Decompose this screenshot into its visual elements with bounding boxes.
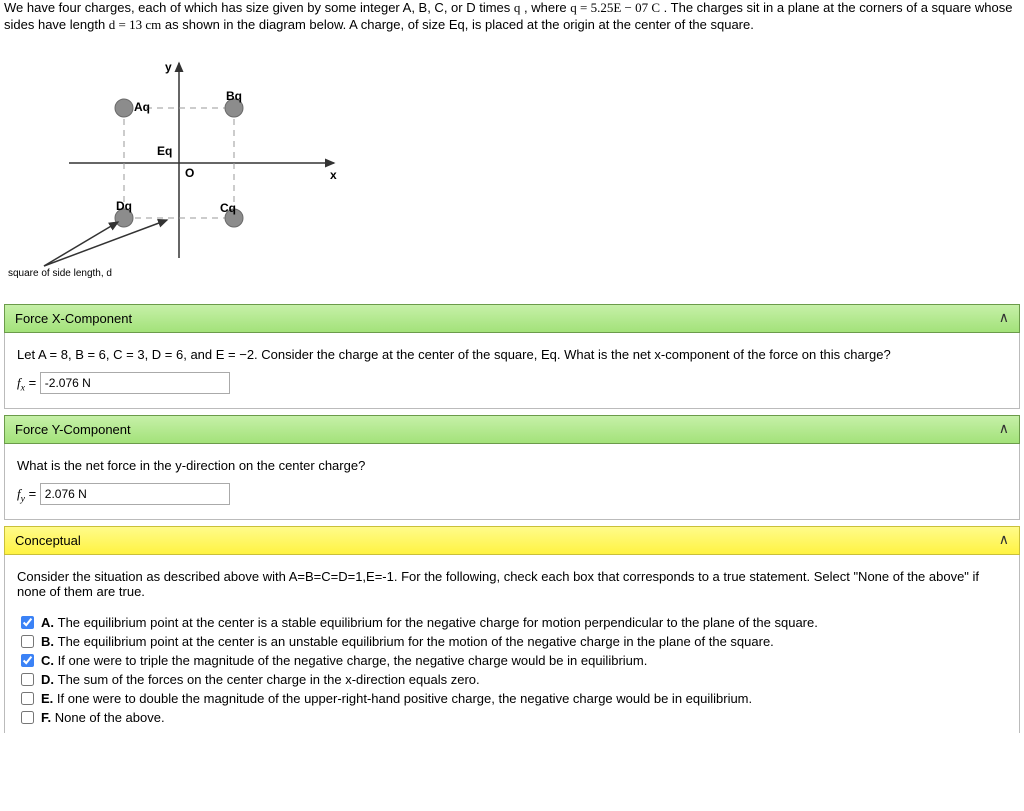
option-label: B. The equilibrium point at the center i…: [41, 634, 774, 650]
option-row: F. None of the above.: [17, 710, 1007, 727]
fx-var: fx: [17, 375, 25, 390]
conceptual-options: A. The equilibrium point at the center i…: [17, 615, 1007, 727]
option-checkbox-D[interactable]: [21, 673, 34, 686]
intro-part2: , where: [524, 0, 570, 15]
fx-prompt: Let A = 8, B = 6, C = 3, D = 6, and E = …: [17, 347, 1007, 362]
option-checkbox-A[interactable]: [21, 616, 34, 629]
intro-q: q: [514, 0, 521, 15]
svg-text:Aq: Aq: [134, 100, 150, 114]
equals: =: [29, 375, 40, 390]
option-label: E. If one were to double the magnitude o…: [41, 691, 752, 707]
diagram-container: Aq Bq Cq Dq Eq Ox y square of side length, d: [0, 38, 1024, 298]
svg-text:Eq: Eq: [157, 144, 172, 158]
option-label: C. If one were to triple the magnitude o…: [41, 653, 647, 669]
section-title-fx: Force X-Component: [15, 311, 132, 326]
fx-equation-line: fx =: [17, 372, 1007, 394]
svg-text:O: O: [185, 166, 194, 180]
option-row: C. If one were to triple the magnitude o…: [17, 653, 1007, 670]
option-label: D. The sum of the forces on the center c…: [41, 672, 480, 688]
intro-d-eq: d = 13 cm: [109, 17, 161, 32]
section-header-fy[interactable]: Force Y-Component ∧: [4, 415, 1020, 444]
section-header-conceptual[interactable]: Conceptual ∧: [4, 526, 1020, 555]
charge-diagram: Aq Bq Cq Dq Eq Ox y square of side length, d: [4, 48, 344, 288]
option-row: A. The equilibrium point at the center i…: [17, 615, 1007, 632]
intro-q-eq: q = 5.25E − 07 C: [570, 0, 660, 15]
svg-text:square of side length, d: square of side length, d: [8, 268, 112, 279]
intro-part4: as shown in the diagram below. A charge,…: [165, 17, 754, 32]
section-header-fx[interactable]: Force X-Component ∧: [4, 304, 1020, 333]
svg-text:Dq: Dq: [116, 199, 132, 213]
option-checkbox-B[interactable]: [21, 635, 34, 648]
section-body-fx: Let A = 8, B = 6, C = 3, D = 6, and E = …: [4, 333, 1020, 409]
section-title-fy: Force Y-Component: [15, 422, 131, 437]
section-title-conceptual: Conceptual: [15, 533, 81, 548]
option-checkbox-C[interactable]: [21, 654, 34, 667]
collapse-icon: ∧: [999, 420, 1009, 437]
svg-text:y: y: [165, 60, 172, 74]
collapse-icon: ∧: [999, 531, 1009, 548]
svg-text:Bq: Bq: [226, 89, 242, 103]
option-label: A. The equilibrium point at the center i…: [41, 615, 818, 631]
fy-equation-line: fy =: [17, 483, 1007, 505]
problem-intro: We have four charges, each of which has …: [0, 0, 1024, 38]
conceptual-prompt: Consider the situation as described abov…: [17, 569, 1007, 599]
fy-var: fy: [17, 486, 25, 501]
option-row: B. The equilibrium point at the center i…: [17, 634, 1007, 651]
equals: =: [29, 486, 40, 501]
svg-text:Cq: Cq: [220, 201, 236, 215]
section-body-fy: What is the net force in the y-direction…: [4, 444, 1020, 520]
intro-part1: We have four charges, each of which has …: [4, 0, 514, 15]
fy-prompt: What is the net force in the y-direction…: [17, 458, 1007, 473]
svg-text:x: x: [330, 168, 337, 182]
collapse-icon: ∧: [999, 309, 1009, 326]
option-label: F. None of the above.: [41, 710, 165, 726]
section-body-conceptual: Consider the situation as described abov…: [4, 555, 1020, 733]
fx-input[interactable]: [40, 372, 230, 394]
option-row: E. If one were to double the magnitude o…: [17, 691, 1007, 708]
option-checkbox-F[interactable]: [21, 711, 34, 724]
option-row: D. The sum of the forces on the center c…: [17, 672, 1007, 689]
option-checkbox-E[interactable]: [21, 692, 34, 705]
fy-input[interactable]: [40, 483, 230, 505]
